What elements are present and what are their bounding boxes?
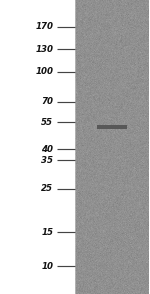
Text: 55: 55 bbox=[41, 118, 53, 127]
Bar bbox=[75, 0, 150, 294]
Text: 130: 130 bbox=[35, 45, 53, 54]
Text: 15: 15 bbox=[41, 228, 53, 236]
Text: 35: 35 bbox=[41, 156, 53, 165]
Text: 70: 70 bbox=[41, 97, 53, 106]
Bar bbox=[148, 0, 150, 294]
Bar bbox=[97, 125, 127, 129]
Text: 170: 170 bbox=[35, 22, 53, 31]
Text: 10: 10 bbox=[41, 262, 53, 271]
Text: 100: 100 bbox=[35, 67, 53, 76]
Text: 25: 25 bbox=[41, 184, 53, 193]
Text: 40: 40 bbox=[41, 145, 53, 153]
